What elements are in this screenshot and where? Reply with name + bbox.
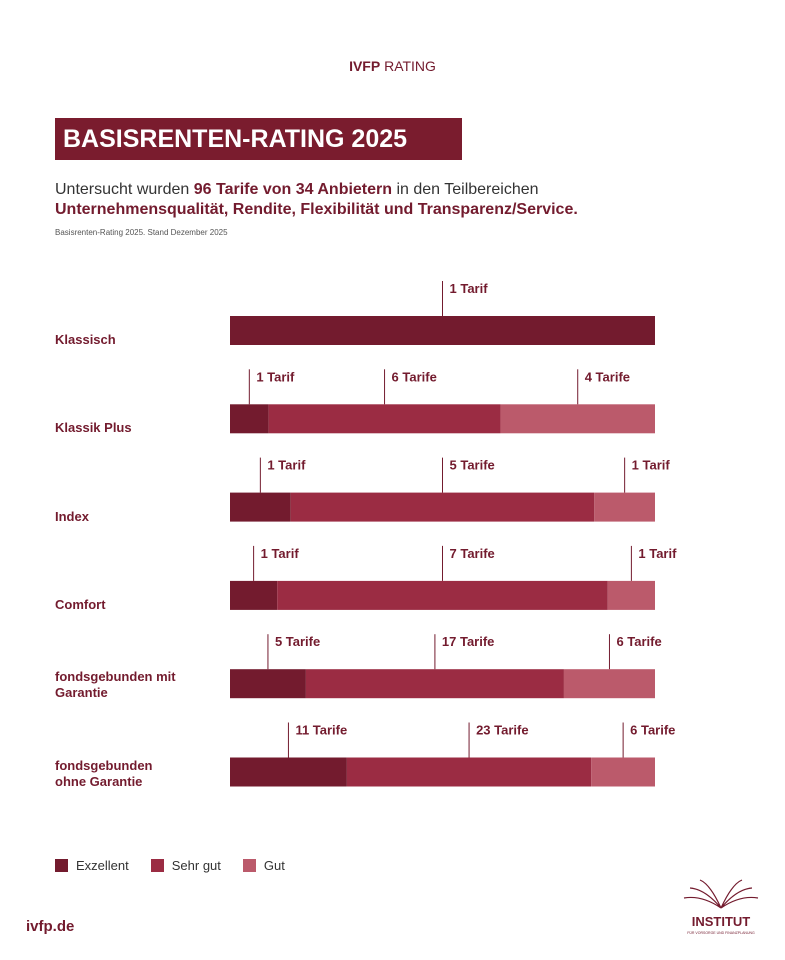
legend-swatch xyxy=(55,859,68,872)
chart-title: BASISRENTEN-RATING 2025 xyxy=(55,118,462,160)
value-label: 5 Tarife xyxy=(450,458,495,473)
source: Basisrenten-Rating 2025. Stand Dezember … xyxy=(55,228,228,237)
value-label: 4 Tarife xyxy=(585,369,630,384)
footer-url: ivfp.de xyxy=(26,918,75,935)
category-label: fondsgebunden ohne Garantie xyxy=(55,757,153,789)
value-label: 23 Tarife xyxy=(476,723,529,738)
value-label: 5 Tarife xyxy=(275,634,320,649)
brand: RATING xyxy=(384,58,436,74)
category-label: fondsgebunden mit Garantie xyxy=(55,669,176,701)
brand-bold: IVFP xyxy=(349,58,381,74)
value-label: 6 Tarife xyxy=(392,369,437,384)
category-label: Klassik Plus xyxy=(55,420,132,436)
bar-segment xyxy=(305,669,564,699)
intro: Untersucht wurden 96 Tarife von 34 Anbie… xyxy=(55,180,578,220)
brand-line: IVFP RATING xyxy=(0,58,785,74)
bar-segment xyxy=(230,580,278,610)
bar-segment xyxy=(230,669,306,699)
intro-bold: Unternehmensqualität, Rendite, Flexibili… xyxy=(55,201,578,218)
bar-segment xyxy=(594,492,655,522)
legend-item: Gut xyxy=(242,858,285,873)
value-label: 1 Tarif xyxy=(261,546,300,561)
bar-segment xyxy=(563,669,655,699)
legend-label: Exzellent xyxy=(76,858,129,873)
bar-segment xyxy=(346,757,592,787)
value-label: 7 Tarife xyxy=(450,546,495,561)
bar-segment xyxy=(607,580,655,610)
legend: Exzellent Sehr gut Gut xyxy=(55,858,285,873)
legend-swatch xyxy=(150,859,164,872)
bar-segment xyxy=(290,492,595,522)
bar-segment xyxy=(268,404,501,434)
intro-bold: 96 Tarife von 34 Anbietern xyxy=(193,181,393,198)
value-label: 6 Tarife xyxy=(630,723,675,738)
category-label: Klassisch xyxy=(55,332,116,347)
value-label: 1 Tarif xyxy=(632,458,671,473)
bar-segment xyxy=(230,757,347,787)
category-label: Comfort xyxy=(55,596,106,612)
value-label: 6 Tarife xyxy=(616,634,661,649)
legend-swatch xyxy=(242,859,256,872)
intro-text: in den Teilbereichen xyxy=(396,181,539,198)
value-label: 1 Tarif xyxy=(267,458,306,473)
legend-label: Gut xyxy=(263,858,285,873)
legend-item: Exzellent xyxy=(55,858,129,873)
category-label: Index xyxy=(55,508,89,524)
bar-segment xyxy=(591,757,655,787)
value-label: 1 Tarif xyxy=(638,546,677,561)
value-label: 11 Tarife xyxy=(295,723,347,738)
bar-segment xyxy=(277,580,608,610)
bar-segment xyxy=(500,404,655,434)
value-label: 17 Tarife xyxy=(442,634,495,649)
intro-text: Untersucht wurden xyxy=(55,181,190,198)
value-label: 1 Tarif xyxy=(450,281,489,296)
bar-segment xyxy=(230,316,655,345)
legend-label: Sehr gut xyxy=(171,858,221,873)
value-label: 1 Tarif xyxy=(256,369,295,384)
bar-segment xyxy=(230,404,269,434)
bar-segment xyxy=(230,492,291,522)
legend-item: Sehr gut xyxy=(150,858,221,873)
